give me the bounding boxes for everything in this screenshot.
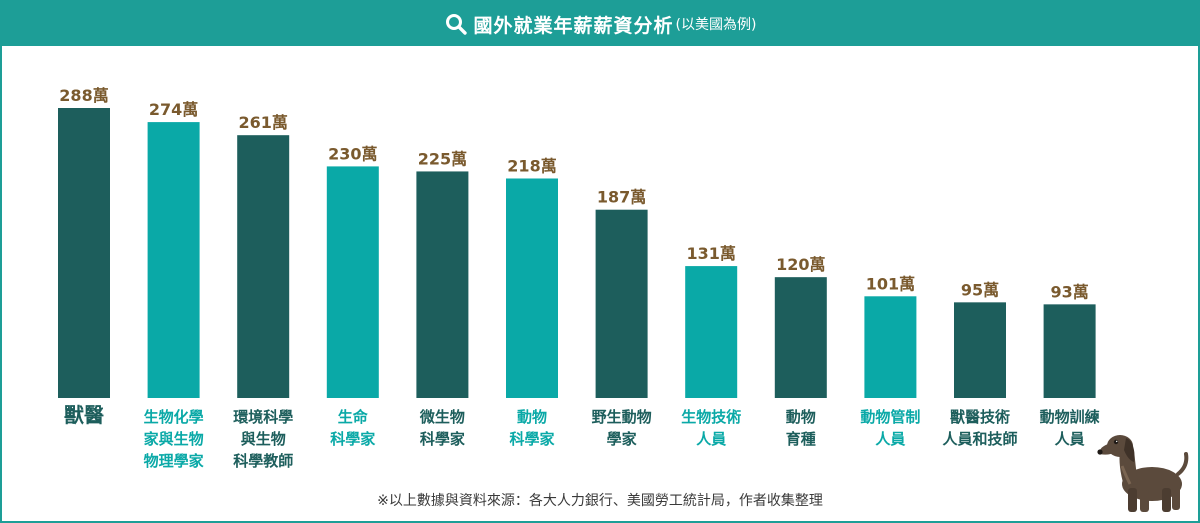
category-label: 科學家 <box>420 430 465 448</box>
search-icon <box>445 14 467 35</box>
category-label: 人員和技師 <box>942 430 1017 448</box>
category-label: 育種 <box>786 430 816 448</box>
bar-value-label: 288萬 <box>59 86 108 105</box>
bar-value-label: 95萬 <box>961 280 999 299</box>
bar <box>416 171 469 398</box>
bar-value-label: 225萬 <box>418 149 467 168</box>
category-label: 生物技術 <box>681 408 741 426</box>
category-label: 物理學家 <box>144 452 204 470</box>
bar-value-label: 187萬 <box>597 188 646 207</box>
category-label: 科學家 <box>509 430 554 448</box>
category-label: 動物 <box>517 408 547 426</box>
bar <box>326 166 379 398</box>
bar-value-label: 274萬 <box>149 100 198 119</box>
category-label: 獸醫技術 <box>950 408 1010 426</box>
bar-value-label: 120萬 <box>776 255 825 274</box>
dachshund-illustration <box>1097 435 1189 512</box>
source-footnote: ※以上數據與資料來源：各大人力銀行、美國勞工統計局，作者收集整理 <box>377 493 823 509</box>
bar <box>58 108 110 398</box>
category-label: 動物 <box>786 408 816 426</box>
bar <box>685 266 738 398</box>
category-label: 獸醫 <box>64 403 104 427</box>
bar <box>506 178 558 398</box>
bar <box>1043 304 1096 398</box>
bar-value-label: 261萬 <box>238 113 287 132</box>
category-label: 科學教師 <box>233 452 293 470</box>
bar <box>237 135 290 398</box>
category-label: 人員 <box>696 430 726 448</box>
bar-value-label: 131萬 <box>686 244 735 263</box>
category-label: 環境科學 <box>233 408 293 426</box>
bar <box>595 209 648 398</box>
category-label: 學家 <box>607 430 637 448</box>
category-label: 生命 <box>338 408 369 426</box>
category-label: 微生物 <box>419 408 465 426</box>
category-label: 動物管制 <box>860 408 920 426</box>
category-label: 家與生物 <box>144 430 204 448</box>
bar-value-label: 218萬 <box>507 156 556 175</box>
category-label: 與生物 <box>241 430 286 448</box>
bar <box>954 302 1006 398</box>
bar <box>864 296 917 398</box>
bar <box>147 122 200 398</box>
category-label: 科學家 <box>330 430 375 448</box>
header-bar: 國外就業年薪薪資分析 (以美國為例) <box>2 2 1198 46</box>
bar <box>774 277 827 398</box>
chart-title: 國外就業年薪薪資分析 <box>473 14 674 37</box>
bar-value-label: 93萬 <box>1050 282 1088 301</box>
chart-subtitle: (以美國為例) <box>675 17 757 33</box>
category-label: 人員 <box>875 430 905 448</box>
category-label: 動物訓練 <box>1040 408 1100 426</box>
category-label: 野生動物 <box>592 408 652 426</box>
category-label: 生物化學 <box>144 408 204 426</box>
bar-value-label: 230萬 <box>328 144 377 163</box>
bar-value-label: 101萬 <box>866 274 915 293</box>
category-label: 人員 <box>1055 430 1085 448</box>
